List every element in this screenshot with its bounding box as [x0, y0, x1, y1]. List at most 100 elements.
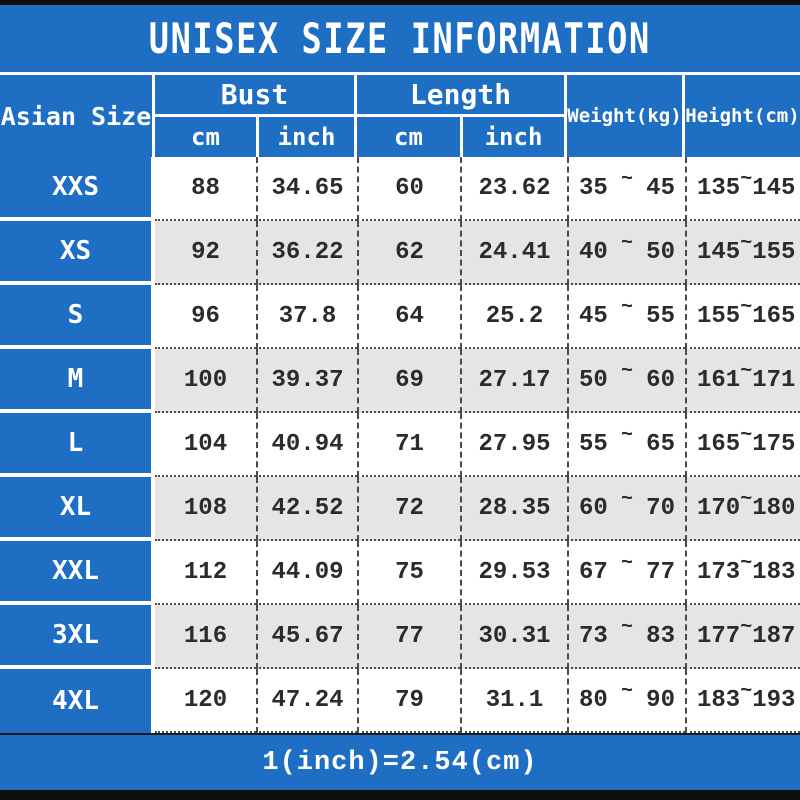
table-row: XXS 88 34.65 60 23.62 35 ~45 135 ~145 — [0, 157, 800, 221]
height-range: 135 ~145 — [685, 157, 800, 221]
tilde-separator: ~ — [740, 487, 753, 511]
bust-cm-value: 100 — [155, 349, 256, 413]
height-min: 135 — [697, 174, 741, 202]
footer-band: 1(inch)=2.54(cm) — [0, 733, 800, 790]
table-row: XL 108 42.52 72 28.35 60 ~70 170 ~180 — [0, 477, 800, 541]
header-length-cm: cm — [394, 123, 423, 151]
weight-min: 73 — [579, 622, 608, 650]
height-min: 177 — [697, 622, 741, 650]
height-min: 183 — [697, 686, 741, 714]
bust-inch-value: 40.94 — [256, 413, 357, 477]
length-cm-value: 71 — [357, 413, 460, 477]
height-range: 177 ~187 — [685, 605, 800, 669]
table-row: L 104 40.94 71 27.95 55 ~65 165 ~175 — [0, 413, 800, 477]
tilde-separator: ~ — [620, 295, 633, 319]
size-label: XL — [0, 477, 155, 541]
height-max: 180 — [752, 494, 796, 522]
bust-inch-value: 44.09 — [256, 541, 357, 605]
bust-inch-value: 37.8 — [256, 285, 357, 349]
weight-range: 73 ~83 — [567, 605, 685, 669]
length-cm-value: 69 — [357, 349, 460, 413]
weight-range: 55 ~65 — [567, 413, 685, 477]
header-length-inch: inch — [460, 117, 564, 157]
header-bust-subrow: cm inch — [155, 117, 354, 157]
table-header: Asian Size Bust cm inch Length cm inch W… — [0, 75, 800, 157]
length-cm-value: 60 — [357, 157, 460, 221]
height-min: 173 — [697, 558, 741, 586]
height-max: 155 — [752, 238, 796, 266]
length-inch-value: 24.41 — [460, 221, 567, 285]
bust-cm-value: 96 — [155, 285, 256, 349]
weight-max: 60 — [646, 366, 675, 394]
bust-cm-value: 112 — [155, 541, 256, 605]
size-label: XS — [0, 221, 155, 285]
height-min: 161 — [697, 366, 741, 394]
header-weight: Weight(kg) — [567, 75, 685, 157]
bust-inch-value: 47.24 — [256, 669, 357, 733]
table-row: 4XL 120 47.24 79 31.1 80 ~90 183 ~193 — [0, 669, 800, 733]
tilde-separator: ~ — [740, 359, 753, 383]
tilde-separator: ~ — [620, 551, 633, 575]
weight-max: 65 — [646, 430, 675, 458]
header-asian-size: Asian Size — [0, 75, 155, 157]
tilde-separator: ~ — [740, 551, 753, 575]
bust-cm-value: 92 — [155, 221, 256, 285]
height-range: 173 ~183 — [685, 541, 800, 605]
weight-min: 50 — [579, 366, 608, 394]
height-range: 155 ~165 — [685, 285, 800, 349]
length-inch-value: 31.1 — [460, 669, 567, 733]
tilde-separator: ~ — [740, 615, 753, 639]
height-max: 193 — [752, 686, 796, 714]
weight-min: 55 — [579, 430, 608, 458]
header-group-length: Length cm inch — [357, 75, 567, 157]
weight-min: 45 — [579, 302, 608, 330]
weight-range: 40 ~50 — [567, 221, 685, 285]
weight-range: 45 ~55 — [567, 285, 685, 349]
bust-inch-value: 36.22 — [256, 221, 357, 285]
height-max: 183 — [752, 558, 796, 586]
weight-max: 70 — [646, 494, 675, 522]
table-row: M 100 39.37 69 27.17 50 ~60 161 ~171 — [0, 349, 800, 413]
tilde-separator: ~ — [740, 295, 753, 319]
bust-inch-value: 34.65 — [256, 157, 357, 221]
weight-range: 35 ~45 — [567, 157, 685, 221]
size-label: M — [0, 349, 155, 413]
weight-range: 60 ~70 — [567, 477, 685, 541]
height-range: 165 ~175 — [685, 413, 800, 477]
bust-cm-value: 116 — [155, 605, 256, 669]
weight-max: 45 — [646, 174, 675, 202]
bust-inch-value: 42.52 — [256, 477, 357, 541]
length-inch-value: 29.53 — [460, 541, 567, 605]
length-cm-value: 77 — [357, 605, 460, 669]
weight-max: 55 — [646, 302, 675, 330]
height-max: 187 — [752, 622, 796, 650]
length-inch-value: 30.31 — [460, 605, 567, 669]
height-max: 165 — [752, 302, 796, 330]
header-bust-cm: cm — [191, 123, 220, 151]
size-label: XXS — [0, 157, 155, 221]
height-max: 171 — [752, 366, 796, 394]
length-cm-value: 62 — [357, 221, 460, 285]
bust-inch-value: 39.37 — [256, 349, 357, 413]
tilde-separator: ~ — [620, 615, 633, 639]
table-row: XXL 112 44.09 75 29.53 67 ~77 173 ~183 — [0, 541, 800, 605]
bust-cm-value: 108 — [155, 477, 256, 541]
height-min: 170 — [697, 494, 741, 522]
weight-max: 50 — [646, 238, 675, 266]
tilde-separator: ~ — [620, 231, 633, 255]
header-length-label: Length — [357, 75, 564, 117]
length-inch-value: 27.17 — [460, 349, 567, 413]
header-bust-label: Bust — [155, 75, 354, 117]
weight-min: 67 — [579, 558, 608, 586]
conversion-note: 1(inch)=2.54(cm) — [262, 747, 538, 778]
tilde-separator: ~ — [740, 679, 753, 703]
tilde-separator: ~ — [620, 359, 633, 383]
weight-range: 50 ~60 — [567, 349, 685, 413]
top-black-bar — [0, 0, 800, 5]
length-inch-value: 23.62 — [460, 157, 567, 221]
size-label: L — [0, 413, 155, 477]
bust-cm-value: 104 — [155, 413, 256, 477]
weight-min: 60 — [579, 494, 608, 522]
weight-max: 83 — [646, 622, 675, 650]
header-group-bust: Bust cm inch — [155, 75, 357, 157]
